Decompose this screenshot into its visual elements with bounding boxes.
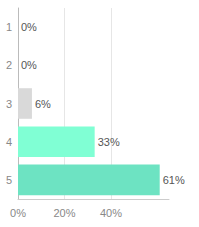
svg-text:0%: 0%: [21, 21, 37, 33]
svg-text:61%: 61%: [163, 174, 185, 186]
svg-text:0%: 0%: [21, 59, 37, 71]
svg-text:6%: 6%: [35, 98, 51, 110]
svg-text:5: 5: [6, 174, 12, 186]
svg-text:2: 2: [6, 59, 12, 71]
svg-text:0%: 0%: [10, 207, 26, 219]
svg-text:33%: 33%: [98, 136, 120, 148]
svg-text:4: 4: [6, 136, 12, 148]
svg-text:40%: 40%: [100, 207, 122, 219]
svg-text:3: 3: [6, 98, 12, 110]
svg-text:1: 1: [6, 21, 12, 33]
svg-text:20%: 20%: [53, 207, 75, 219]
